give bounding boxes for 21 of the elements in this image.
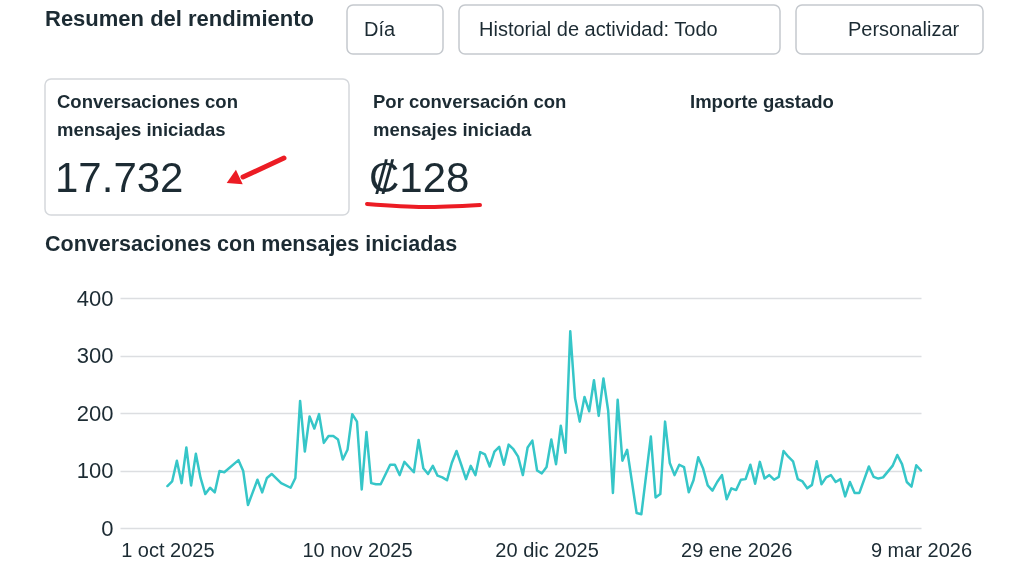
x-tick-label: 10 nov 2025 [302,538,413,561]
text: Historial de actividad: Todo [479,18,718,40]
text: Conversaciones con mensajes iniciadas [57,91,238,140]
y-tick-label: 100 [76,458,114,483]
x-tick-label: 29 ene 2026 [681,538,793,561]
y-tick-label: 400 [76,285,114,311]
line-series [166,330,923,516]
text: ₡128 [369,154,470,201]
text: Importe gastado [690,91,834,112]
text: Día [364,18,396,40]
text: Por conversación con mensajes iniciada [373,91,567,140]
text: Resumen del rendimiento [45,6,314,31]
chart-title: Conversaciones con mensajes iniciadas [45,231,458,256]
y-tick-label: 0 [101,515,114,541]
x-tick-label: 9 mar 2026 [870,538,973,561]
text: Personalizar [848,18,960,40]
text: 17.732 [55,154,184,201]
x-tick-label: 20 dic 2025 [495,538,599,561]
y-tick-label: 300 [76,343,114,368]
y-tick-label: 200 [76,400,114,426]
x-tick-label: 1 oct 2025 [121,538,215,561]
